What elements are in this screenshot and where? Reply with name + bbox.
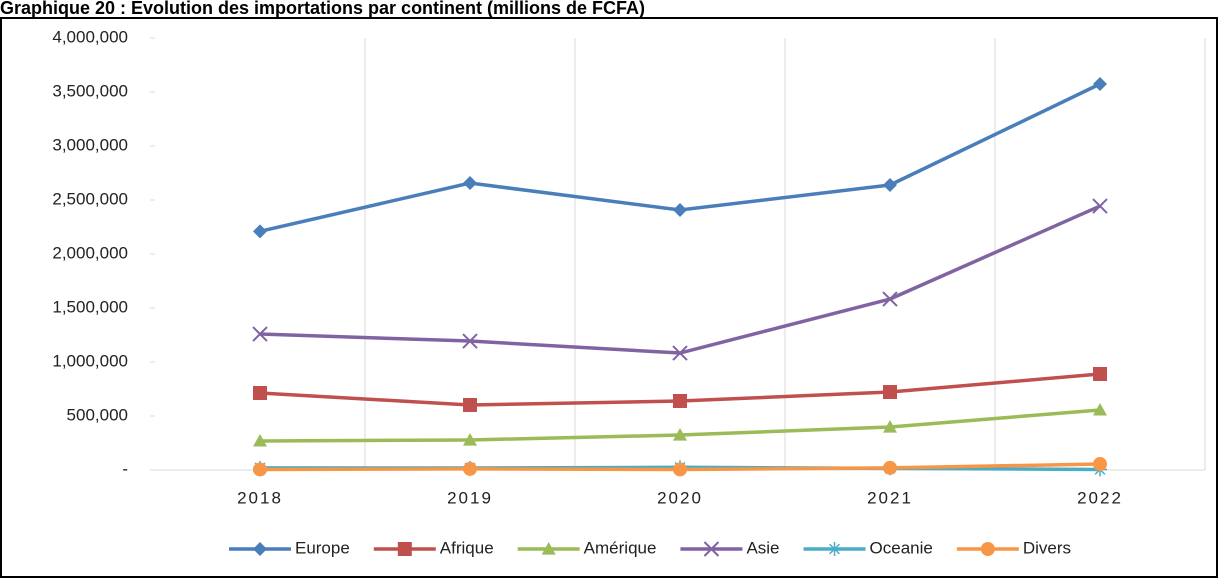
data-point	[673, 393, 687, 408]
data-point	[252, 326, 268, 342]
legend-marker	[703, 541, 720, 557]
data-point	[673, 428, 687, 441]
legend-marker	[397, 542, 412, 556]
data-point	[673, 203, 687, 218]
legend-marker	[252, 542, 267, 556]
data-point	[672, 345, 688, 361]
legend-marker	[541, 542, 556, 555]
chart-title: Graphique 20 : Evolution des importation…	[0, 0, 645, 18]
y-tick-label: 2,000,000	[52, 243, 128, 262]
data-point	[253, 224, 267, 239]
data-point	[253, 462, 267, 477]
y-tick-label: 1,500,000	[52, 297, 128, 316]
legend-label: Asie	[746, 538, 779, 557]
x-tick-label: 2018	[237, 488, 283, 507]
y-tick-label: 3,000,000	[52, 135, 128, 154]
data-point	[1093, 366, 1107, 381]
x-tick-label: 2021	[867, 488, 913, 507]
data-point	[253, 433, 267, 447]
data-point	[1092, 198, 1108, 214]
legend-label: Oceanie	[870, 538, 933, 557]
legend-label: Europe	[295, 538, 350, 557]
y-tick-label: 3,500,000	[52, 81, 128, 100]
y-tick-label: 4,000,000	[52, 27, 128, 46]
legend-label: Afrique	[440, 538, 494, 557]
legend-marker	[980, 542, 995, 556]
data-point	[463, 397, 477, 412]
legend-marker	[827, 542, 842, 556]
y-tick-label: 1,000,000	[52, 351, 128, 370]
y-tick-label: 2,500,000	[52, 189, 128, 208]
x-tick-label: 2022	[1077, 488, 1123, 507]
data-point	[673, 462, 687, 477]
chart-frame	[0, 17, 1218, 578]
data-point	[1093, 457, 1107, 472]
data-point	[883, 460, 897, 475]
data-point	[882, 291, 898, 307]
data-point	[253, 385, 267, 400]
data-point	[1093, 77, 1107, 92]
legend-label: Amérique	[584, 538, 657, 557]
data-point	[463, 432, 477, 446]
data-point	[883, 385, 897, 400]
data-point	[883, 420, 897, 433]
data-point	[883, 177, 897, 192]
x-tick-label: 2019	[447, 488, 493, 507]
data-point	[463, 461, 477, 476]
legend-label: Divers	[1023, 538, 1071, 557]
y-tick-label: -	[122, 459, 128, 478]
data-point	[463, 176, 477, 191]
data-point	[462, 333, 478, 349]
data-point	[1093, 402, 1107, 416]
x-tick-label: 2020	[657, 488, 703, 507]
y-tick-label: 500,000	[67, 405, 128, 424]
legend: Europe Afrique Amérique Asie Oceanie Divers	[228, 538, 1071, 557]
